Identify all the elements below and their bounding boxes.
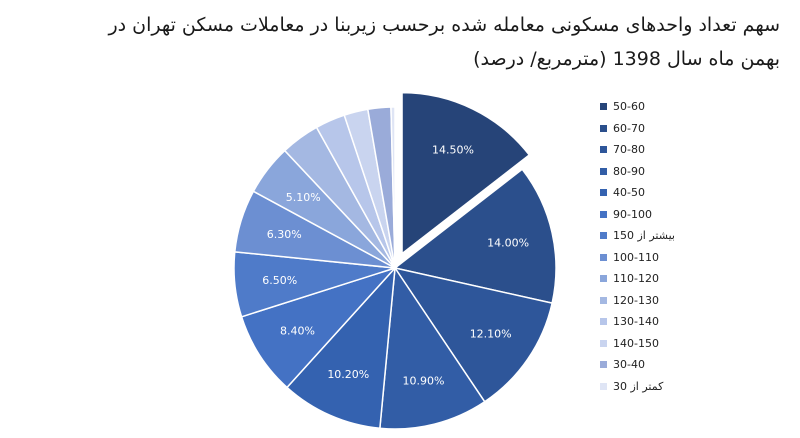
legend-item-14: کمتر از 30 (600, 376, 675, 398)
legend-swatch (600, 339, 607, 347)
chart-legend: 50-60 60-70 70-80 80-90 40-50 90-100 بیشتر از … (600, 96, 675, 397)
legend-label: 130-140 (613, 315, 659, 329)
legend-label: 40-50 (613, 186, 645, 200)
legend-label: 50-60 (613, 100, 645, 114)
legend-swatch (600, 361, 607, 369)
data-label-6: 8.40% (280, 325, 315, 338)
legend-label: 70-80 (613, 143, 645, 157)
pie-slice-5 (285, 265, 396, 430)
legend-label: 80-90 (613, 164, 645, 178)
legend-swatch (600, 382, 607, 390)
data-label-4: 10.90% (402, 374, 444, 387)
legend-label: بیشتر از 150 (613, 229, 675, 243)
legend-label: 100-110 (613, 250, 659, 264)
legend-label: 110-120 (613, 272, 659, 286)
pie-slice-4 (379, 265, 486, 430)
legend-label: 90-100 (613, 207, 652, 221)
legend-swatch (600, 232, 607, 240)
data-label-5: 10.20% (327, 368, 369, 381)
pie-slice-1 (401, 91, 531, 256)
legend-item-13: 30-40 (600, 354, 675, 376)
pie-slice-14 (390, 106, 396, 269)
legend-item-11: 130-140 (600, 311, 675, 333)
pie-slice-2 (393, 168, 557, 305)
data-label-2: 14.00% (487, 237, 529, 250)
legend-item-12: 140-150 (600, 333, 675, 355)
legend-item-6: 90-100 (600, 204, 675, 226)
legend-item-9: 110-120 (600, 268, 675, 290)
legend-swatch (600, 210, 607, 218)
legend-swatch (600, 253, 607, 261)
data-label-9: 5.10% (286, 191, 321, 204)
legend-swatch (600, 296, 607, 304)
legend-item-10: 120-130 (600, 290, 675, 312)
legend-label: 140-150 (613, 336, 659, 350)
legend-item-4: 80-90 (600, 161, 675, 183)
legend-swatch (600, 318, 607, 326)
data-label-3: 12.10% (470, 327, 512, 340)
data-label-1: 14.50% (432, 144, 474, 157)
legend-item-5: 40-50 (600, 182, 675, 204)
legend-item-1: 50-60 (600, 96, 675, 118)
legend-label: کمتر از 30 (613, 379, 664, 393)
chart-title-line-1: سهم تعداد واحدهای مسکونی معامله شده برحس… (108, 14, 780, 36)
legend-item-2: 60-70 (600, 118, 675, 140)
legend-swatch (600, 124, 607, 132)
legend-label: 60-70 (613, 121, 645, 135)
pie-slice-3 (393, 266, 554, 403)
data-label-7: 6.50% (262, 274, 297, 287)
chart-title-line-2: بهمن ماه سال 1398 (مترمربع/ درصد) (473, 48, 780, 70)
data-label-8: 6.30% (267, 228, 302, 241)
legend-swatch (600, 167, 607, 175)
legend-item-3: 70-80 (600, 139, 675, 161)
legend-label: 30-40 (613, 358, 645, 372)
legend-swatch (600, 103, 607, 111)
legend-item-8: 100-110 (600, 247, 675, 269)
legend-swatch (600, 189, 607, 197)
chart-title: سهم تعداد واحدهای مسکونی معامله شده برحس… (0, 8, 780, 76)
legend-label: 120-130 (613, 293, 659, 307)
legend-item-7: بیشتر از 150 (600, 225, 675, 247)
legend-swatch (600, 146, 607, 154)
legend-swatch (600, 275, 607, 283)
pie-slice-6 (240, 266, 398, 389)
